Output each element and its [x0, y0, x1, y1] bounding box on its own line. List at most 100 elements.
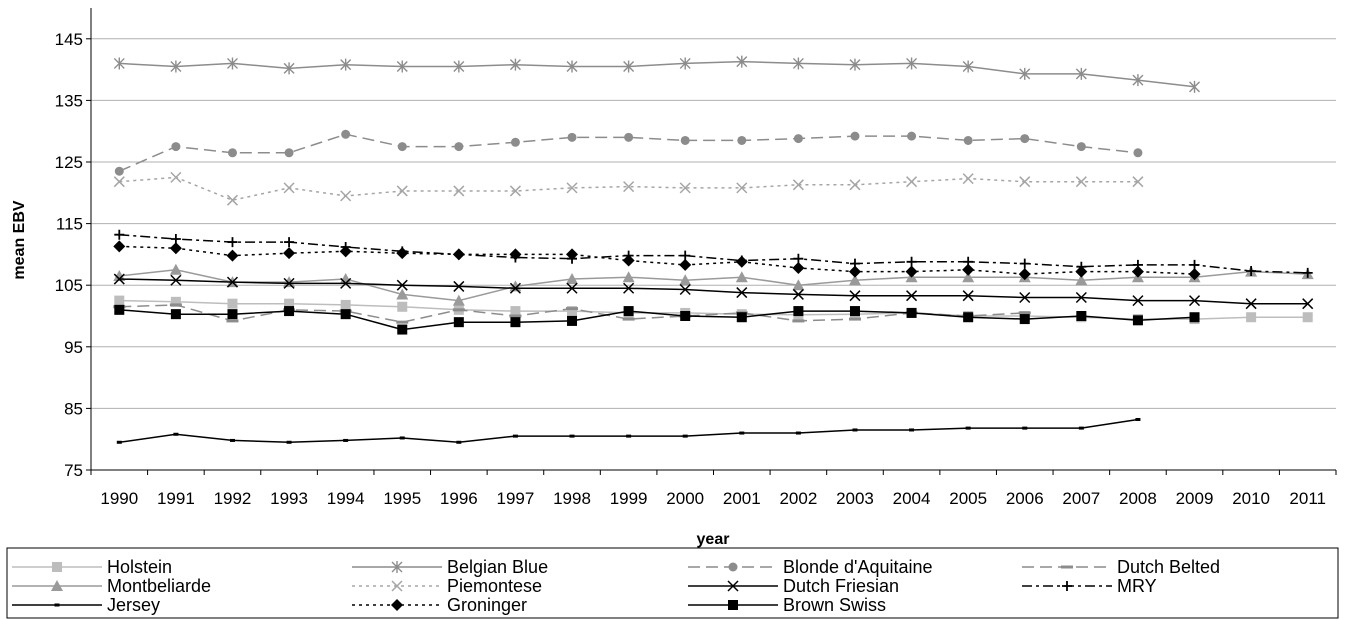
series-lines — [113, 55, 1314, 444]
legend-marker — [391, 561, 403, 573]
data-point — [343, 438, 349, 442]
data-point — [1075, 176, 1087, 188]
series-groninger — [113, 240, 1201, 281]
data-point — [1302, 298, 1314, 310]
data-point — [226, 194, 239, 206]
y-axis-title: mean EBV — [11, 200, 28, 279]
data-point — [396, 60, 408, 73]
data-point — [792, 288, 804, 300]
data-point — [169, 263, 182, 275]
series-line-mry — [119, 233, 1308, 274]
data-point — [284, 237, 295, 248]
data-point — [965, 426, 971, 430]
x-tick-label: 1995 — [383, 489, 421, 508]
data-point — [1020, 134, 1030, 144]
data-point — [1246, 266, 1257, 277]
data-point — [679, 258, 692, 271]
data-point — [623, 60, 635, 73]
data-point — [792, 57, 804, 70]
x-tick-label: 2003 — [836, 489, 874, 508]
data-point — [114, 229, 125, 240]
data-point — [679, 283, 691, 296]
x-tick-label: 1991 — [157, 489, 195, 508]
x-tick-label: 2005 — [949, 489, 987, 508]
data-point — [906, 176, 918, 188]
data-point — [848, 265, 861, 278]
data-point — [735, 271, 748, 283]
data-point — [452, 308, 465, 312]
legend-marker — [52, 562, 62, 572]
data-point — [1302, 267, 1313, 278]
data-point — [906, 256, 917, 267]
data-point — [284, 306, 295, 317]
data-point — [623, 181, 635, 193]
legend-item-dutch-friesian: Dutch Friesian — [688, 576, 899, 596]
data-point — [909, 428, 915, 432]
x-tick-label: 2002 — [779, 489, 817, 508]
data-point — [566, 182, 578, 194]
data-point — [566, 248, 579, 261]
y-tick-label: 125 — [55, 153, 83, 172]
series-line-dutch-friesian — [119, 278, 1308, 305]
data-point — [397, 301, 408, 312]
legend-item-piemontese: Piemontese — [352, 576, 542, 596]
data-point — [340, 58, 352, 71]
data-point — [453, 60, 465, 73]
plot-background — [91, 8, 1336, 470]
data-point — [906, 307, 917, 318]
x-tick-label: 2006 — [1006, 489, 1044, 508]
series-line-groninger — [119, 245, 1195, 275]
data-point — [679, 182, 691, 194]
data-point — [396, 279, 408, 291]
data-point — [170, 171, 182, 183]
data-point — [283, 62, 295, 75]
data-point — [226, 57, 238, 70]
data-point — [283, 276, 296, 288]
data-point — [396, 185, 408, 197]
data-point — [397, 324, 408, 335]
data-point — [1189, 80, 1201, 93]
data-point — [849, 290, 861, 302]
data-point — [113, 176, 125, 188]
data-point — [509, 248, 522, 261]
data-point — [848, 274, 861, 286]
legend-item-montbeliarde: Montbeliarde — [12, 576, 211, 596]
data-point — [962, 263, 975, 276]
data-point — [1132, 74, 1144, 87]
data-point — [962, 60, 974, 73]
data-point — [569, 434, 575, 438]
data-point — [396, 288, 409, 300]
data-point — [906, 57, 918, 70]
data-point — [1019, 176, 1031, 188]
data-point — [849, 58, 861, 71]
legend-label: Blonde d'Aquitaine — [783, 557, 933, 577]
legend-marker — [1062, 581, 1072, 591]
data-point — [622, 317, 635, 321]
data-point — [452, 294, 465, 306]
data-point — [905, 265, 918, 278]
data-point — [226, 319, 239, 323]
y-tick-label: 115 — [56, 215, 83, 234]
data-point — [1135, 417, 1141, 421]
x-tick-label: 1996 — [440, 489, 478, 508]
data-point — [510, 137, 520, 147]
legend-marker — [727, 580, 739, 592]
data-point — [566, 60, 578, 73]
x-tick-label: 1994 — [327, 489, 365, 508]
data-point — [1189, 312, 1200, 323]
data-point — [170, 274, 182, 286]
legend-label: Dutch Friesian — [783, 576, 899, 596]
legend-marker — [391, 599, 403, 611]
data-point — [1188, 295, 1201, 307]
x-tick-label: 1993 — [270, 489, 308, 508]
data-point — [169, 303, 182, 307]
data-point — [792, 261, 805, 274]
data-point — [1131, 265, 1144, 278]
data-point — [566, 307, 579, 311]
data-point — [510, 306, 521, 317]
x-axis-title: year — [697, 531, 730, 548]
data-point — [399, 436, 405, 440]
data-point — [113, 273, 125, 285]
data-point — [512, 434, 518, 438]
